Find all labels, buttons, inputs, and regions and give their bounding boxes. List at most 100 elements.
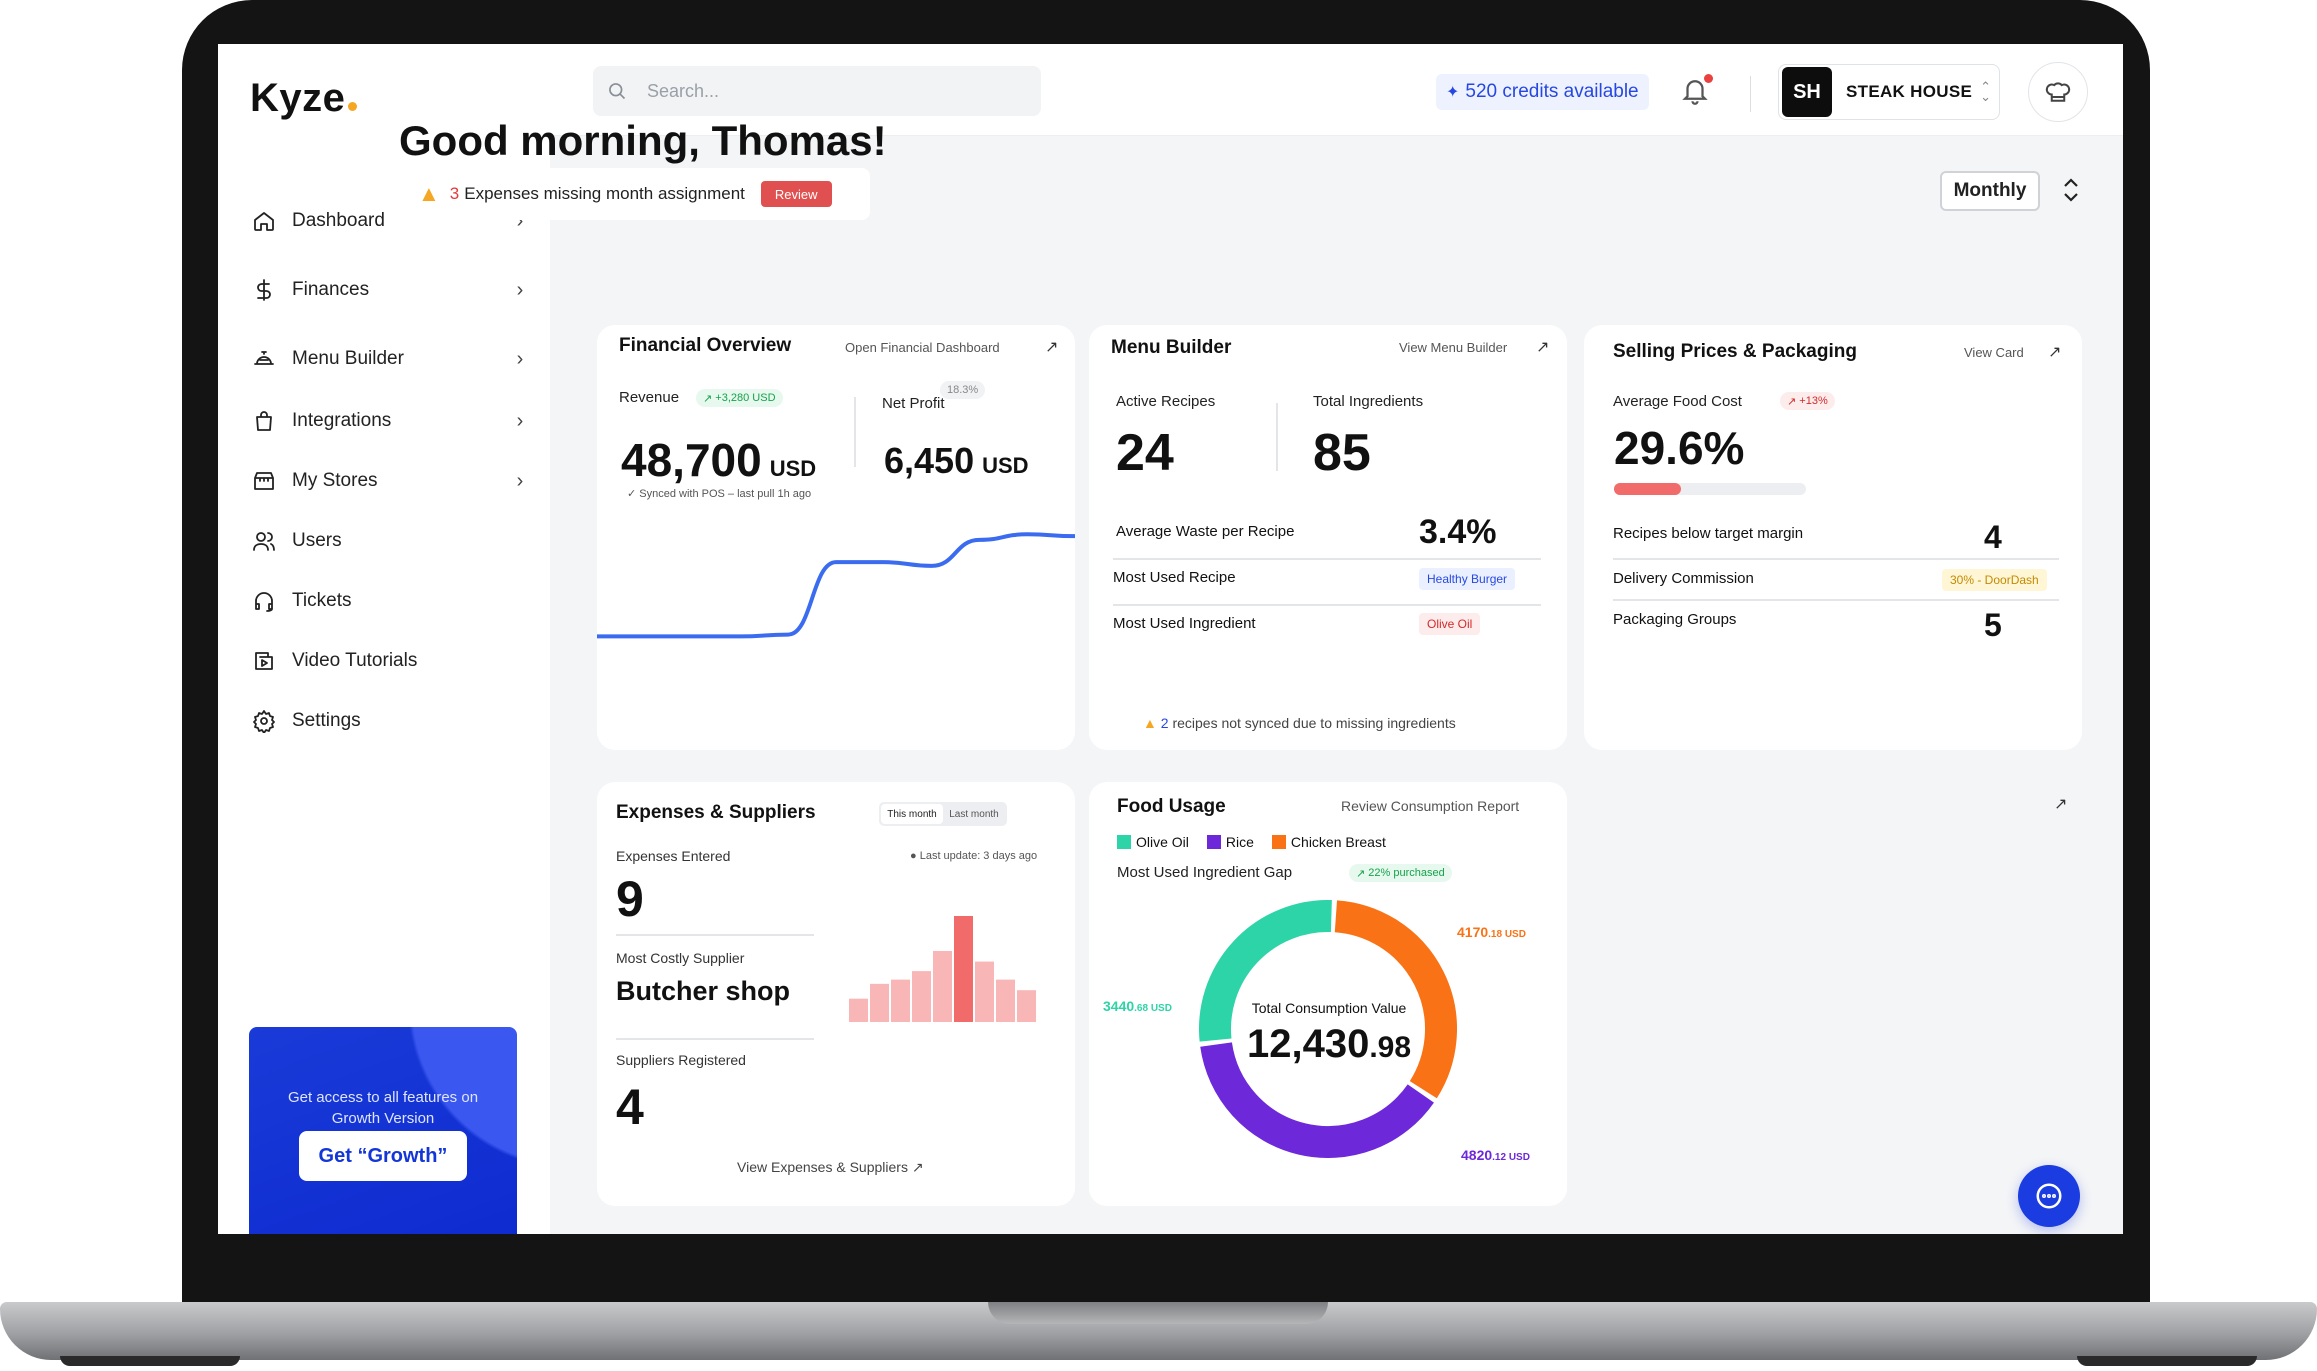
expenses-bar-chart <box>849 916 1036 1022</box>
review-consumption-link[interactable]: Review Consumption Report <box>1341 798 1520 814</box>
metric-divider <box>1276 403 1278 471</box>
avg-food-cost-value: 29.6% <box>1614 422 1745 474</box>
packaging-groups-value: 5 <box>1984 607 2002 643</box>
sidebar-item-finances[interactable]: Finances › <box>250 268 530 312</box>
sidebar-item-label: My Stores <box>292 470 378 491</box>
slice-label-rice: 4820.12 USD <box>1461 1147 1530 1163</box>
sidebar-item-dashboard[interactable]: Dashboard › <box>250 199 530 243</box>
sidebar-item-menu-builder[interactable]: Menu Builder › <box>250 337 530 381</box>
card-title: Financial Overview <box>619 335 792 356</box>
revenue-line-chart <box>597 532 1075 639</box>
sidebar-item-label: Users <box>292 530 342 551</box>
sidebar-item-my-stores[interactable]: My Stores › <box>250 459 530 503</box>
row-divider <box>1113 604 1541 606</box>
net-profit-value: 6,450 USD <box>884 440 1029 481</box>
open-financial-dashboard-link[interactable]: Open Financial Dashboard <box>845 340 1000 355</box>
most-used-recipe-value: Healthy Burger <box>1419 568 1516 590</box>
chef-profile-button[interactable] <box>2028 62 2088 122</box>
header-divider <box>1750 76 1751 112</box>
credits-badge[interactable]: ✦ 520 credits available <box>1436 74 1649 110</box>
sidebar-item-settings[interactable]: Settings <box>250 699 530 743</box>
store-avatar: SH <box>1782 67 1832 117</box>
below-margin-label: Recipes below target margin <box>1613 525 1804 542</box>
brand-logo[interactable]: Kyze <box>250 76 358 121</box>
food-cost-badge: ↗ +13% <box>1780 392 1835 410</box>
sidebar: Kyze Dashboard › Finances › Menu Builder… <box>218 44 550 1234</box>
sort-icon[interactable] <box>2059 172 2083 208</box>
arrow-up-right-icon[interactable]: ↗ <box>2054 796 2068 813</box>
expense-bar <box>996 979 1015 1022</box>
sidebar-item-users[interactable]: Users <box>250 519 530 563</box>
laptop-foot-left <box>60 1356 240 1366</box>
view-card-link[interactable]: View Card <box>1964 345 2024 360</box>
period-select[interactable]: Monthly <box>1940 171 2040 211</box>
tab-last-month[interactable]: Last month <box>949 808 999 820</box>
alert-text: Expenses missing month assignment <box>464 184 745 203</box>
sidebar-item-label: Settings <box>292 710 361 731</box>
donut-center-label: Total Consumption Value <box>1251 1000 1407 1016</box>
laptop-foot-right <box>2077 1356 2257 1366</box>
search-input[interactable] <box>647 80 1027 102</box>
brand-dot <box>348 102 358 111</box>
store-switcher[interactable]: SH STEAK HOUSE ⌃ ⌄ <box>1778 64 2000 120</box>
headset-icon <box>250 587 278 615</box>
search-box[interactable] <box>593 66 1041 116</box>
donut-slice <box>1200 1042 1434 1158</box>
row-divider <box>616 934 814 936</box>
arrow-up-right-icon[interactable]: ↗ <box>2048 344 2062 361</box>
review-button[interactable]: Review <box>760 181 832 207</box>
bag-icon <box>250 407 278 435</box>
selling-prices-card: Selling Prices & Packaging View Card ↗ A… <box>1584 325 2082 750</box>
net-profit-label: Net Profit <box>882 395 945 412</box>
notifications-button[interactable] <box>1680 74 1714 110</box>
legend-item: Chicken Breast <box>1271 834 1386 850</box>
expense-bar <box>933 950 952 1022</box>
view-menu-builder-link[interactable]: View Menu Builder <box>1399 340 1508 355</box>
row-divider <box>1113 558 1541 560</box>
sidebar-item-video-tutorials[interactable]: Video Tutorials <box>250 639 530 683</box>
card-title: Menu Builder <box>1111 337 1232 358</box>
legend-item: Rice <box>1206 834 1254 850</box>
get-growth-button[interactable]: Get “Growth” <box>299 1131 467 1181</box>
bell-icon <box>1682 80 1708 105</box>
consumption-donut-chart <box>1199 900 1457 1158</box>
donut-slice <box>1199 900 1332 1042</box>
arrow-up-right-icon[interactable]: ↗ <box>1045 339 1059 356</box>
expenses-alert: ▲ 3 Expenses missing month assignment Re… <box>400 168 870 220</box>
avg-food-cost-label: Average Food Cost <box>1613 393 1742 410</box>
card-title: Food Usage <box>1117 796 1226 817</box>
card-title: Selling Prices & Packaging <box>1613 341 1857 362</box>
tab-this-month[interactable]: This month <box>881 804 943 824</box>
sidebar-item-label: Tickets <box>292 590 352 611</box>
sidebar-item-integrations[interactable]: Integrations › <box>250 399 530 443</box>
slice-label-olive-oil: 3440.68 USD <box>1103 998 1172 1014</box>
below-margin-value: 4 <box>1984 519 2002 555</box>
sidebar-item-label: Dashboard <box>292 210 385 231</box>
menu-builder-card: Menu Builder View Menu Builder ↗ Active … <box>1089 325 1567 750</box>
chat-icon <box>2036 1183 2062 1209</box>
suppliers-registered-label: Suppliers Registered <box>616 1052 746 1068</box>
expense-bar <box>912 971 931 1022</box>
row-divider <box>1613 558 2059 560</box>
expenses-entered-value: 9 <box>616 871 644 927</box>
most-used-recipe-label: Most Used Recipe <box>1113 569 1236 586</box>
expense-bar <box>870 983 889 1022</box>
period-toggle: This month Last month <box>879 802 1007 826</box>
view-expenses-link[interactable]: View Expenses & Suppliers ↗ <box>737 1159 924 1175</box>
chat-button[interactable] <box>2018 1165 2080 1227</box>
search-icon <box>609 83 626 100</box>
waste-label: Average Waste per Recipe <box>1116 523 1295 540</box>
sidebar-item-label: Finances <box>292 279 370 300</box>
chevron-right-icon: › <box>516 209 524 232</box>
donut-slice <box>1334 900 1457 1099</box>
arrow-up-right-icon[interactable]: ↗ <box>1536 339 1550 356</box>
chart-legend: Olive Oil Rice Chicken Breast <box>1117 834 1386 850</box>
metric-divider <box>854 397 856 467</box>
chevron-right-icon: › <box>516 347 524 370</box>
total-ingredients-value: 85 <box>1313 424 1371 482</box>
warning-icon: ▲ <box>1143 715 1157 731</box>
expense-bar <box>954 916 973 1022</box>
sidebar-item-tickets[interactable]: Tickets <box>250 579 530 623</box>
row-divider <box>616 1038 814 1040</box>
active-recipes-value: 24 <box>1116 424 1174 482</box>
